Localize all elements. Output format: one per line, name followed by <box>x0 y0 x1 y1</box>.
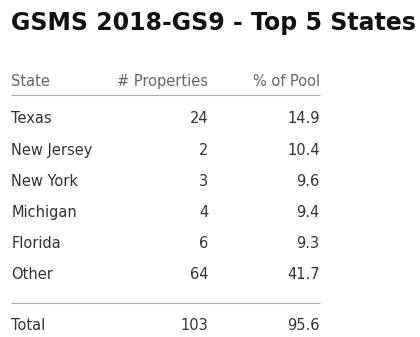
Text: # Properties: # Properties <box>117 73 208 89</box>
Text: 41.7: 41.7 <box>287 267 320 282</box>
Text: 9.4: 9.4 <box>297 205 320 220</box>
Text: 95.6: 95.6 <box>287 318 320 333</box>
Text: 3: 3 <box>199 174 208 189</box>
Text: New Jersey: New Jersey <box>11 143 92 158</box>
Text: 14.9: 14.9 <box>287 111 320 126</box>
Text: 9.6: 9.6 <box>297 174 320 189</box>
Text: State: State <box>11 73 50 89</box>
Text: Other: Other <box>11 267 53 282</box>
Text: Texas: Texas <box>11 111 52 126</box>
Text: 24: 24 <box>189 111 208 126</box>
Text: 4: 4 <box>199 205 208 220</box>
Text: Michigan: Michigan <box>11 205 77 220</box>
Text: 64: 64 <box>189 267 208 282</box>
Text: Florida: Florida <box>11 236 61 251</box>
Text: 10.4: 10.4 <box>287 143 320 158</box>
Text: Total: Total <box>11 318 45 333</box>
Text: % of Pool: % of Pool <box>252 73 320 89</box>
Text: GSMS 2018-GS9 - Top 5 States: GSMS 2018-GS9 - Top 5 States <box>11 11 416 35</box>
Text: 2: 2 <box>199 143 208 158</box>
Text: 103: 103 <box>180 318 208 333</box>
Text: 6: 6 <box>199 236 208 251</box>
Text: New York: New York <box>11 174 78 189</box>
Text: 9.3: 9.3 <box>297 236 320 251</box>
